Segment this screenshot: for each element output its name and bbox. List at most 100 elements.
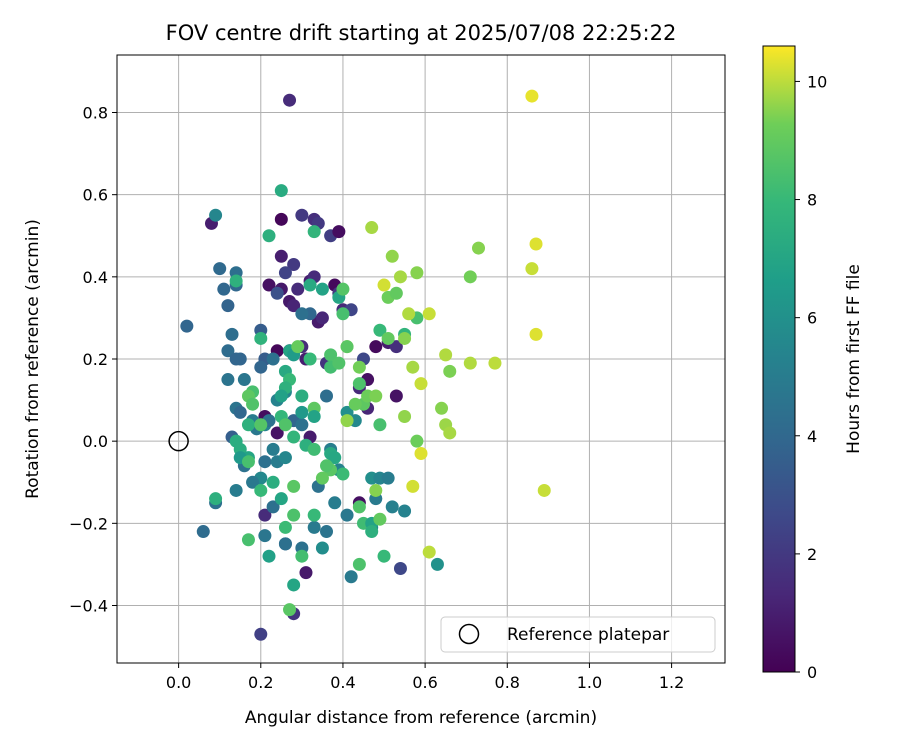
data-point	[373, 418, 387, 432]
y-axis-label: Rotation from reference (arcmin)	[23, 219, 43, 499]
data-point	[414, 446, 428, 460]
data-point	[443, 426, 457, 440]
data-point	[402, 307, 416, 321]
data-point	[241, 418, 255, 432]
y-tick-label: −0.2	[69, 514, 108, 533]
data-point	[369, 389, 383, 403]
data-point	[373, 323, 387, 337]
data-point	[336, 282, 350, 296]
legend-label: Reference platepar	[507, 625, 669, 645]
data-point	[488, 356, 502, 370]
data-point	[389, 340, 403, 354]
data-point	[274, 184, 288, 198]
data-point	[180, 319, 194, 333]
data-point	[246, 397, 260, 411]
data-point	[352, 557, 366, 571]
data-point	[398, 331, 412, 345]
data-point	[291, 340, 305, 354]
data-point	[340, 414, 354, 428]
reference-marker	[168, 430, 189, 452]
data-point	[287, 430, 301, 444]
data-point	[369, 483, 383, 497]
data-point	[315, 541, 329, 555]
data-point	[266, 475, 280, 489]
data-point	[283, 603, 297, 617]
data-point	[229, 483, 243, 497]
data-point	[348, 397, 362, 411]
y-tick-label: 0.8	[83, 104, 108, 123]
data-point	[274, 249, 288, 263]
data-point	[430, 557, 444, 571]
x-axis-label: Angular distance from reference (arcmin)	[245, 708, 597, 728]
data-point	[262, 229, 276, 243]
data-point	[295, 389, 309, 403]
data-point	[270, 426, 284, 440]
data-point	[270, 286, 284, 300]
y-tick-label: 0.2	[83, 350, 108, 369]
data-point	[266, 442, 280, 456]
data-point	[287, 508, 301, 522]
data-point	[262, 549, 276, 563]
data-point	[307, 520, 321, 534]
y-tick-label: 0.0	[83, 432, 108, 451]
colorbar-tick-label: 6	[807, 309, 817, 328]
data-points	[180, 89, 551, 641]
colorbar-tick-label: 0	[807, 663, 817, 682]
data-point	[225, 327, 239, 341]
data-point	[336, 307, 350, 321]
data-point	[398, 410, 412, 424]
data-point	[529, 327, 543, 341]
data-point	[229, 352, 243, 366]
data-point	[463, 356, 477, 370]
data-point	[315, 471, 329, 485]
data-point	[221, 299, 235, 313]
data-point	[295, 208, 309, 222]
data-point	[307, 225, 321, 239]
data-point	[307, 508, 321, 522]
data-point	[422, 545, 436, 559]
chart-title: FOV centre drift starting at 2025/07/08 …	[166, 21, 677, 45]
colorbar-label: Hours from first FF file	[844, 264, 864, 454]
x-tick-label: 0.2	[248, 673, 273, 692]
data-point	[258, 508, 272, 522]
data-point	[406, 360, 420, 374]
data-point	[287, 479, 301, 493]
data-point	[373, 512, 387, 526]
colorbar-ticks: 0 2 4 6 8 10	[795, 72, 827, 682]
data-point	[472, 241, 486, 255]
x-tick-label: 0.8	[495, 673, 520, 692]
data-point	[303, 278, 317, 292]
data-point	[328, 451, 342, 465]
data-point	[381, 331, 395, 345]
colorbar-tick-label: 10	[807, 72, 827, 91]
data-point	[414, 377, 428, 391]
data-point	[266, 352, 280, 366]
colorbar	[762, 45, 796, 673]
data-point	[283, 93, 297, 107]
data-point	[320, 525, 334, 539]
legend: Reference platepar	[440, 616, 716, 653]
data-point	[278, 266, 292, 280]
data-point	[377, 549, 391, 563]
data-point	[529, 237, 543, 251]
data-point	[217, 282, 231, 296]
data-point	[443, 364, 457, 378]
data-point	[537, 483, 551, 497]
data-point	[435, 401, 449, 415]
data-point	[274, 212, 288, 226]
data-point	[237, 373, 251, 387]
x-tick-label: 1.2	[659, 673, 684, 692]
data-point	[278, 418, 292, 432]
data-point	[254, 331, 268, 345]
data-point	[352, 500, 366, 514]
data-point	[287, 299, 301, 313]
data-point	[258, 455, 272, 469]
data-point	[377, 278, 391, 292]
data-point	[274, 389, 288, 403]
y-tick-label: 0.6	[83, 186, 108, 205]
data-point	[398, 504, 412, 518]
data-point	[385, 500, 399, 514]
data-point	[336, 467, 350, 481]
data-point	[278, 520, 292, 534]
